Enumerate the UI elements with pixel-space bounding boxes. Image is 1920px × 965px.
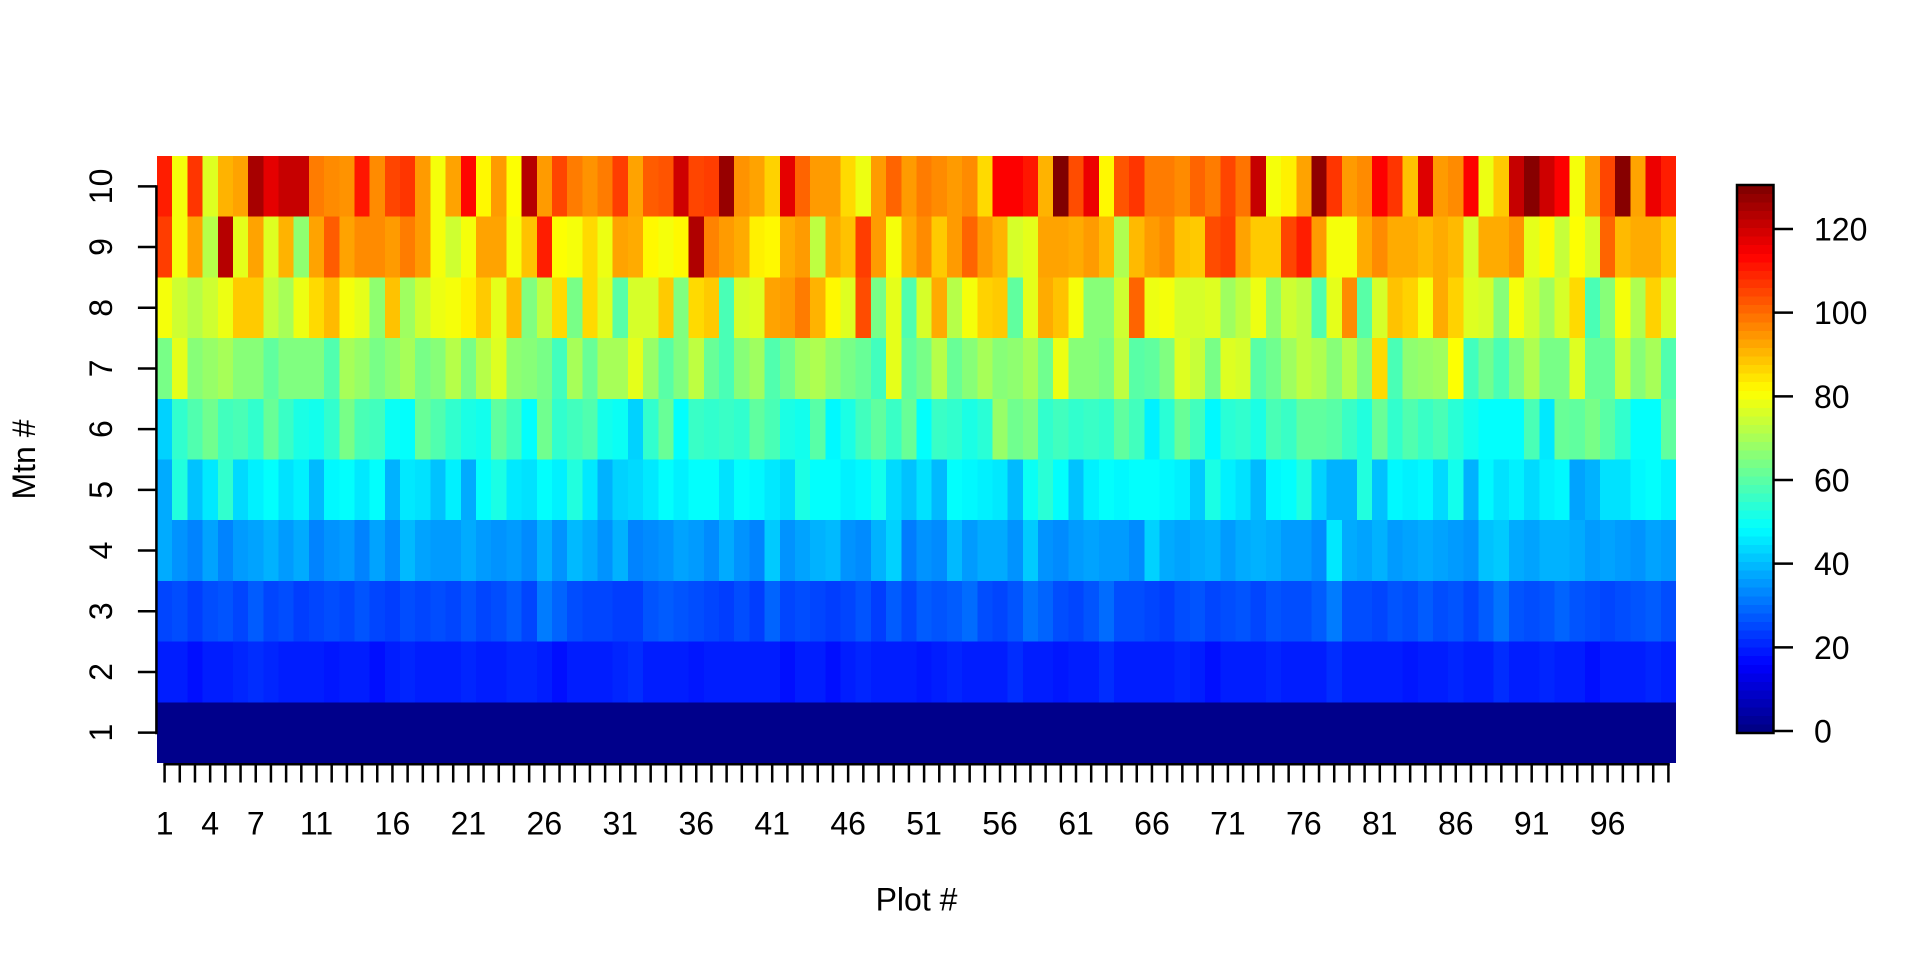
svg-text:1: 1 — [83, 724, 119, 742]
svg-text:9: 9 — [83, 238, 119, 256]
svg-text:5: 5 — [83, 481, 119, 499]
svg-text:76: 76 — [1286, 806, 1322, 842]
svg-text:4: 4 — [201, 806, 219, 842]
svg-text:3: 3 — [83, 602, 119, 620]
svg-text:40: 40 — [1814, 546, 1850, 582]
svg-text:46: 46 — [830, 806, 866, 842]
svg-text:31: 31 — [602, 806, 638, 842]
svg-text:7: 7 — [247, 806, 265, 842]
svg-text:100: 100 — [1814, 295, 1867, 331]
svg-text:41: 41 — [754, 806, 790, 842]
svg-text:7: 7 — [83, 360, 119, 378]
svg-text:61: 61 — [1058, 806, 1094, 842]
svg-text:86: 86 — [1438, 806, 1474, 842]
svg-text:66: 66 — [1134, 806, 1170, 842]
svg-text:26: 26 — [527, 806, 563, 842]
svg-text:Plot #: Plot # — [876, 882, 958, 918]
svg-text:16: 16 — [375, 806, 411, 842]
svg-text:10: 10 — [83, 169, 119, 205]
svg-text:6: 6 — [83, 420, 119, 438]
svg-text:71: 71 — [1210, 806, 1246, 842]
svg-text:60: 60 — [1814, 463, 1850, 499]
svg-text:20: 20 — [1814, 630, 1850, 666]
svg-text:2: 2 — [83, 663, 119, 681]
svg-text:4: 4 — [83, 542, 119, 560]
svg-text:11: 11 — [300, 806, 333, 842]
svg-text:81: 81 — [1362, 806, 1398, 842]
svg-text:0: 0 — [1814, 714, 1832, 750]
svg-text:96: 96 — [1590, 806, 1626, 842]
svg-text:91: 91 — [1514, 806, 1550, 842]
svg-text:80: 80 — [1814, 379, 1850, 415]
svg-text:1: 1 — [156, 806, 174, 842]
svg-text:36: 36 — [678, 806, 714, 842]
svg-text:51: 51 — [906, 806, 942, 842]
svg-text:Mtn #: Mtn # — [6, 419, 42, 499]
svg-text:56: 56 — [982, 806, 1018, 842]
svg-text:8: 8 — [83, 299, 119, 317]
svg-text:21: 21 — [451, 806, 487, 842]
svg-text:120: 120 — [1814, 212, 1867, 248]
